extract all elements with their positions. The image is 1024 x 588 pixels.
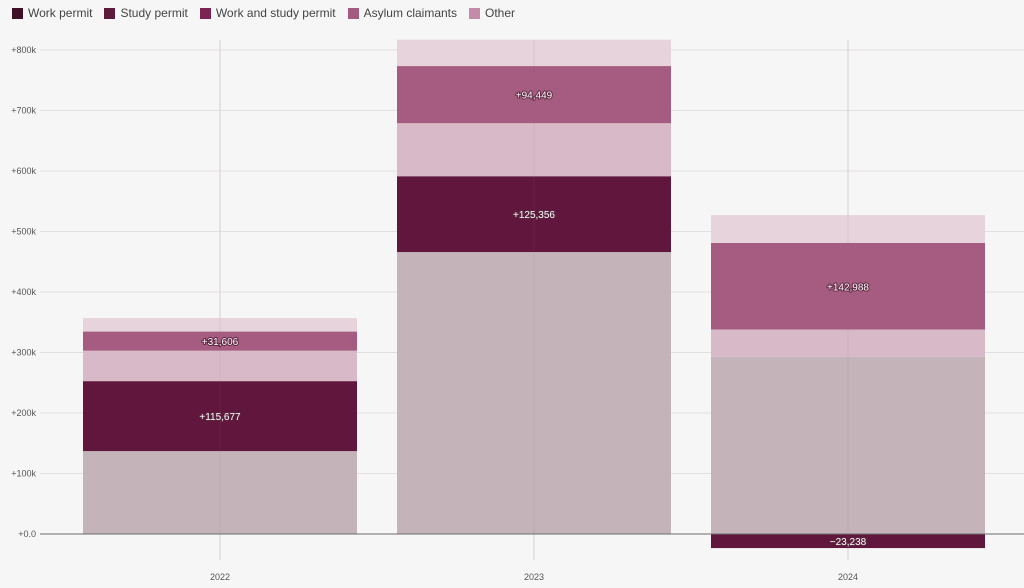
bar-segment — [711, 215, 985, 244]
bar-segment — [397, 123, 671, 177]
data-label: −23,238 — [830, 537, 867, 548]
legend-label: Work permit — [28, 6, 93, 20]
bar-segment — [397, 39, 671, 67]
chart-legend: Work permit Study permit Work and study pe… — [12, 4, 527, 22]
legend-label: Other — [485, 6, 516, 20]
legend-label: Work and study permit — [215, 6, 336, 20]
legend-item[interactable]: Work and study permit — [199, 6, 336, 20]
bar-segment — [711, 329, 985, 357]
y-tick-label: +100k — [11, 469, 36, 479]
bar-segment — [83, 331, 357, 351]
legend-item[interactable]: Other — [469, 6, 515, 20]
y-tick-label: +700k — [11, 106, 36, 116]
data-label: +125,356 — [513, 210, 555, 221]
data-label: +94,449 — [516, 91, 553, 102]
data-label: +115,677 — [199, 412, 241, 423]
bar-segment — [83, 350, 357, 382]
y-tick-label: +500k — [11, 227, 36, 237]
x-tick-label: 2024 — [838, 572, 858, 582]
bar-segment — [397, 252, 671, 534]
y-tick-label: +800k — [11, 45, 36, 55]
data-label: +142,988 — [827, 282, 869, 293]
legend-swatch — [104, 7, 116, 19]
bar-segment — [711, 534, 985, 549]
y-tick-label: +400k — [11, 287, 36, 297]
y-tick-label: +0.0 — [18, 529, 36, 539]
x-tick-label: 2022 — [210, 572, 230, 582]
bar-segment — [711, 243, 985, 330]
legend-label: Study permit — [120, 6, 188, 20]
bar-segment — [711, 356, 985, 534]
legend-swatch — [347, 7, 359, 19]
legend-swatch — [12, 7, 23, 19]
x-tick-label: 2023 — [524, 572, 544, 582]
legend-swatch — [199, 7, 211, 19]
legend-item[interactable]: Study permit — [104, 6, 188, 20]
y-tick-label: +600k — [11, 166, 36, 176]
legend-swatch — [469, 7, 480, 19]
bar-segment — [83, 381, 357, 452]
y-tick-label: +200k — [11, 408, 36, 418]
bar-segment — [83, 451, 357, 534]
legend-label: Asylum claimants — [363, 6, 457, 20]
bar-segment — [83, 318, 357, 332]
bar-segment — [397, 176, 671, 253]
legend-item[interactable]: Work permit — [12, 6, 92, 20]
bar-segment — [397, 66, 671, 124]
data-label: +31,606 — [202, 337, 239, 348]
legend-item[interactable]: Asylum claimants — [347, 6, 457, 20]
y-tick-label: +300k — [11, 348, 36, 358]
